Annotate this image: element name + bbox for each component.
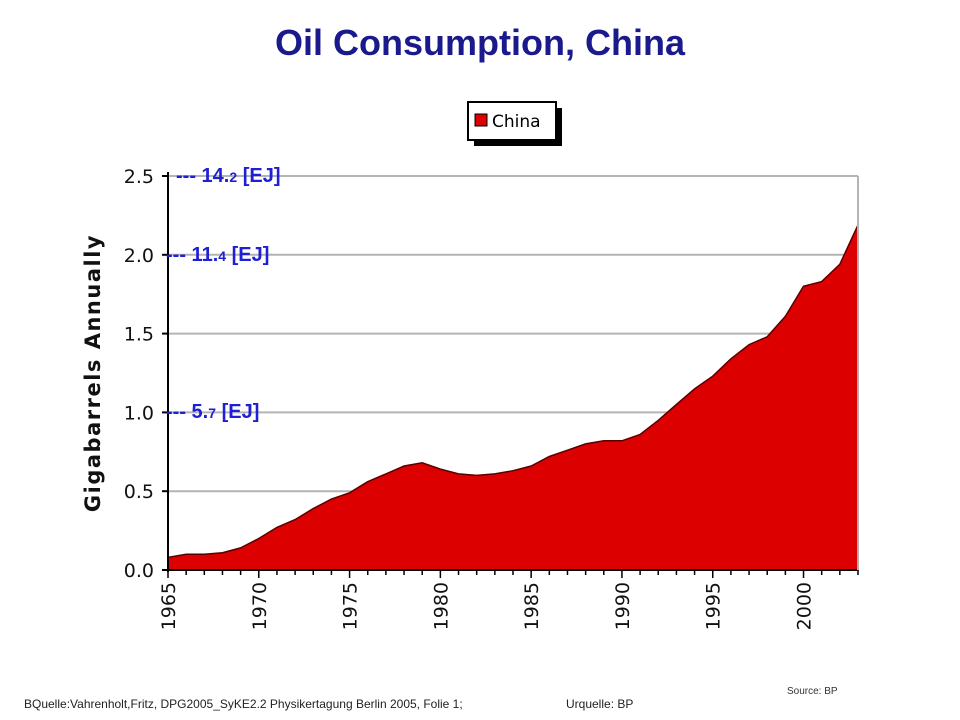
y-tick-label: 2.0 [124, 245, 154, 267]
chart-title: Oil Consumption, China [275, 22, 685, 63]
x-tick-label: 1995 [703, 582, 725, 630]
footer-citation: BQuelle:Vahrenholt,Fritz, DPG2005_SyKE2.… [24, 697, 463, 711]
x-tick-label: 1965 [158, 582, 180, 630]
x-tick-labels: 1965 1970 1975 1980 1985 1990 1995 2000 [158, 582, 816, 630]
ej-unit: [EJ] [226, 243, 270, 266]
source-bp: Source: BP [787, 686, 838, 697]
ej-unit: [EJ] [237, 165, 281, 187]
ej-dashes: --- [176, 165, 196, 187]
ej-int: 11. [191, 243, 219, 266]
ej-marker-11-4: --- 11.4 [EJ] [166, 245, 269, 265]
ej-dec: 7 [208, 405, 217, 422]
footer-origin: Urquelle: BP [566, 697, 634, 711]
x-tick-label: 1985 [521, 582, 543, 630]
ej-unit: [EJ] [216, 401, 260, 424]
ej-dashes: --- [166, 243, 186, 266]
area-series-china [167, 224, 859, 571]
ej-int: 5. [191, 401, 209, 424]
y-tick-label: 1.5 [124, 324, 154, 346]
ej-dec: 4 [218, 247, 227, 264]
x-tick-label: 1975 [340, 582, 362, 630]
y-axis-label: Gigabarrels Annually [81, 234, 105, 512]
legend-label-china: China [492, 112, 541, 132]
legend: China [467, 101, 562, 146]
x-tick-label: 1980 [430, 582, 452, 630]
x-tick-label: 2000 [794, 582, 816, 630]
x-tick-label: 1970 [249, 582, 271, 630]
ej-dashes: --- [166, 401, 186, 424]
y-tick-label: 2.5 [124, 166, 154, 188]
y-tick-label: 1.0 [124, 402, 154, 424]
y-tick-label: 0.0 [124, 560, 154, 582]
x-tick-label: 1990 [612, 582, 634, 630]
legend-swatch-china [474, 113, 488, 127]
ej-dec: 2 [229, 169, 238, 185]
ej-int: 14. [201, 165, 230, 187]
y-tick-label: 0.5 [124, 481, 154, 503]
axes [162, 172, 859, 578]
y-tick-labels: 0.0 0.5 1.0 1.5 2.0 2.5 [124, 166, 154, 582]
ej-marker-14-2: --- 14.2 [EJ] [176, 166, 281, 186]
ej-marker-5-7: --- 5.7 [EJ] [166, 402, 259, 422]
